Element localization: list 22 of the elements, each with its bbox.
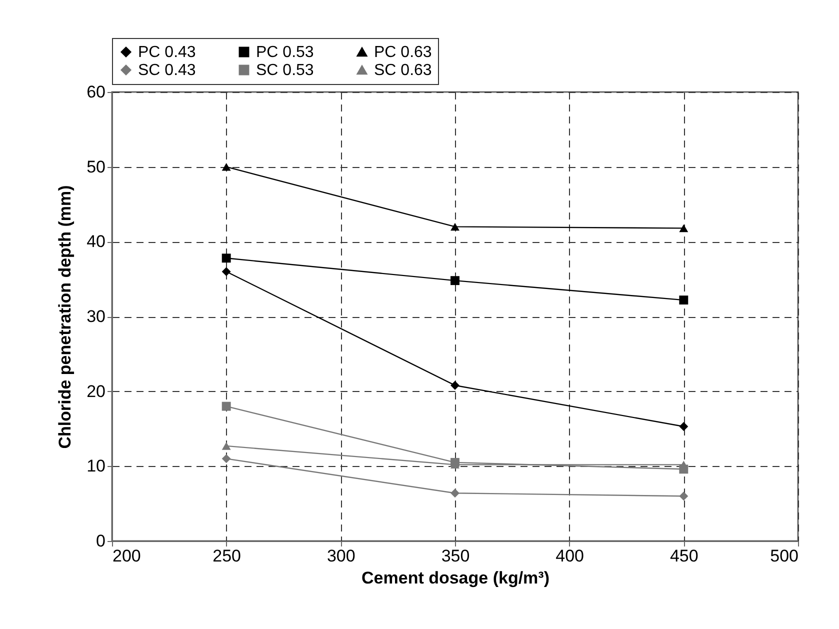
legend-label: SC 0.43 bbox=[138, 62, 196, 79]
legend-label: SC 0.63 bbox=[374, 62, 432, 79]
legend-label: PC 0.63 bbox=[374, 44, 432, 61]
x-tick-label: 200 bbox=[112, 546, 141, 566]
y-tick-label: 0 bbox=[96, 532, 106, 550]
x-tick-label: 450 bbox=[670, 546, 698, 566]
x-tick-label: 400 bbox=[556, 546, 584, 566]
x-axis-title: Cement dosage (kg/m³) bbox=[362, 568, 550, 588]
legend-label: PC 0.43 bbox=[138, 44, 196, 61]
legend-label: PC 0.53 bbox=[256, 44, 314, 61]
y-axis-title: Chloride penetration depth (mm) bbox=[56, 185, 75, 449]
y-tick-label: 60 bbox=[86, 82, 106, 102]
y-tick-label: 20 bbox=[86, 382, 106, 401]
y-tick-label: 30 bbox=[86, 307, 106, 326]
x-tick-label: 350 bbox=[441, 546, 470, 566]
x-tick-label: 500 bbox=[770, 546, 798, 566]
y-tick-label: 40 bbox=[86, 232, 106, 252]
legend-label: SC 0.53 bbox=[256, 62, 314, 79]
y-tick-label: 10 bbox=[86, 456, 106, 476]
y-tick-label: 50 bbox=[86, 157, 106, 176]
x-tick-label: 300 bbox=[326, 546, 356, 566]
x-tick-label: 250 bbox=[212, 546, 242, 566]
